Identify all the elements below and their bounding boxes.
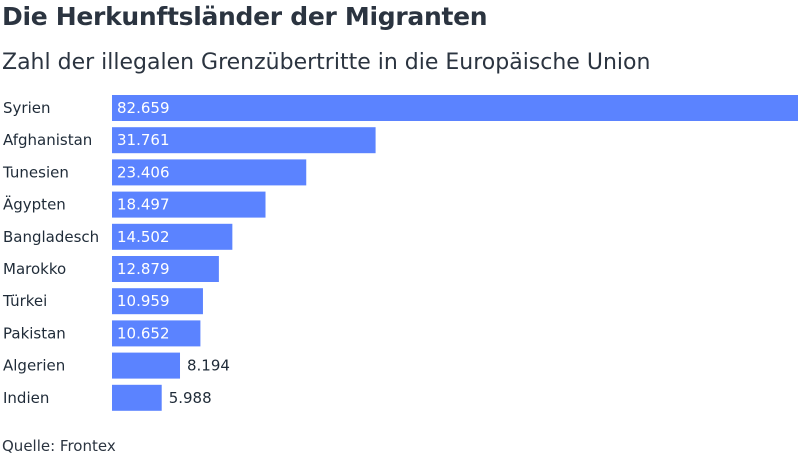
value-label-bangladesch: 14.502 <box>117 228 170 246</box>
bar-pakistan <box>112 320 201 347</box>
category-label-aegypten: Ägypten <box>3 195 66 214</box>
category-label-bangladesch: Bangladesch <box>3 228 99 246</box>
value-label-tunesien: 23.406 <box>117 163 170 181</box>
value-label-aegypten: 18.497 <box>117 196 170 214</box>
value-label-afghanistan: 31.761 <box>117 131 170 149</box>
category-label-pakistan: Pakistan <box>3 324 66 342</box>
bar-aegypten <box>112 191 266 218</box>
bar-indien <box>112 384 162 411</box>
bar-algerien <box>112 352 181 379</box>
value-label-indien: 5.988 <box>169 389 212 407</box>
value-label-syrien: 82.659 <box>117 99 170 117</box>
category-label-tunesien: Tunesien <box>2 163 69 181</box>
bar-bangladesch <box>112 223 233 250</box>
category-label-syrien: Syrien <box>3 99 50 117</box>
bar-chart: Syrien 82.659 Afghanistan 31.761 Tunesien 23.… <box>2 95 798 411</box>
value-label-marokko: 12.879 <box>117 260 170 278</box>
category-label-algerien: Algerien <box>3 357 65 375</box>
category-label-indien: Indien <box>3 389 49 407</box>
bar-tuerkei <box>112 288 203 315</box>
bar-tunesien <box>112 159 307 186</box>
category-label-afghanistan: Afghanistan <box>3 131 92 149</box>
bar-marokko <box>112 256 219 282</box>
chart-subtitle: Zahl der illegalen Grenzübertritte in di… <box>2 50 651 75</box>
value-label-algerien: 8.194 <box>187 357 230 375</box>
bar-syrien <box>112 95 798 121</box>
category-label-marokko: Marokko <box>3 260 66 278</box>
category-label-tuerkei: Türkei <box>2 292 47 310</box>
value-label-tuerkei: 10.959 <box>117 292 170 310</box>
value-label-pakistan: 10.652 <box>117 324 170 342</box>
bar-afghanistan <box>112 127 376 154</box>
chart-title: Die Herkunftsländer der Migranten <box>2 2 488 31</box>
source-note: Quelle: Frontex <box>2 437 116 455</box>
